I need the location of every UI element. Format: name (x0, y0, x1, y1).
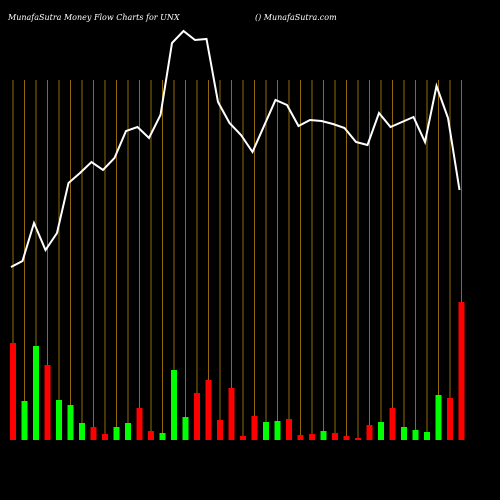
bar (309, 434, 315, 440)
bar (21, 401, 28, 440)
bar (79, 423, 85, 440)
bar (424, 432, 430, 440)
bar (182, 417, 189, 440)
chart-title: MunafaSutra Money Flow Charts for UNX (7, 13, 180, 22)
bar (228, 388, 235, 440)
bar (435, 395, 442, 440)
bar (125, 423, 131, 440)
bar (217, 420, 223, 440)
bar (274, 421, 281, 440)
bar (320, 431, 327, 440)
chart-subtitle: () MunafaSutra.com (255, 13, 337, 22)
bar (171, 370, 177, 440)
bar (343, 436, 350, 440)
bar (10, 343, 16, 440)
bar (194, 393, 200, 440)
bar (286, 419, 292, 440)
bar (458, 302, 465, 440)
bar (355, 438, 361, 440)
bar (412, 430, 419, 440)
bar (67, 405, 74, 440)
bar (33, 346, 39, 440)
bar (378, 422, 384, 440)
bar (136, 408, 143, 440)
bar (113, 427, 120, 440)
bar (447, 398, 453, 440)
bar (44, 365, 51, 440)
bar (205, 380, 212, 440)
money-flow-line (10, 29, 461, 268)
bar (263, 422, 269, 440)
bar (102, 434, 108, 440)
bar (401, 427, 407, 440)
bar (251, 416, 258, 440)
bar (366, 425, 373, 440)
bar (148, 431, 154, 440)
bar (297, 435, 304, 440)
bar (90, 427, 97, 440)
bar (240, 436, 246, 440)
bar (56, 400, 62, 440)
bar (332, 433, 338, 440)
bar (159, 433, 166, 440)
bar (389, 408, 396, 440)
